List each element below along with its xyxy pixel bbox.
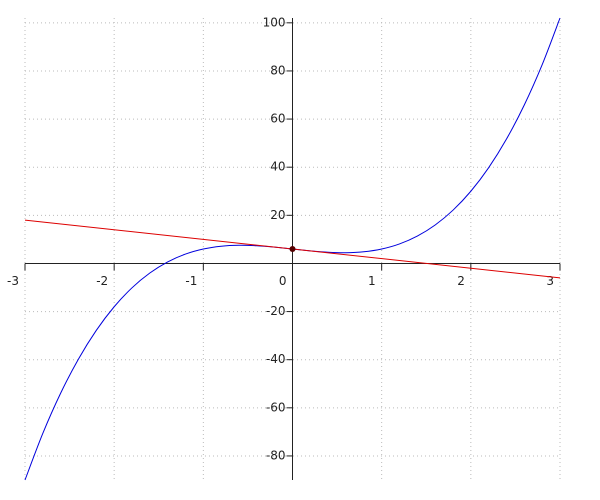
x-tick-label: 1 [368, 274, 376, 288]
x-tick-label: 0 [279, 274, 287, 288]
y-tick-label: -80 [266, 448, 286, 462]
x-tick-label: 2 [457, 274, 465, 288]
y-tick-label: -60 [266, 400, 286, 414]
y-tick-label: -20 [266, 304, 286, 318]
y-tick-label: 80 [270, 63, 285, 77]
x-tick-label: 3 [546, 274, 554, 288]
point [289, 246, 296, 252]
x-tick-label: -1 [185, 274, 197, 288]
y-tick-label: -40 [266, 352, 286, 366]
y-tick-label: 40 [270, 160, 285, 174]
y-tick-label: 60 [270, 112, 285, 126]
x-tick-label: -3 [7, 274, 19, 288]
x-tick-label: -2 [96, 274, 108, 288]
y-tick-label: 100 [263, 15, 286, 29]
y-tick-label: 20 [270, 208, 285, 222]
